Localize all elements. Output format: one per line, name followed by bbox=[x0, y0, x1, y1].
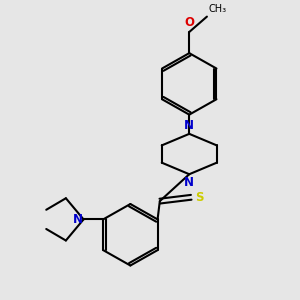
Text: N: N bbox=[184, 119, 194, 132]
Text: N: N bbox=[73, 213, 82, 226]
Text: O: O bbox=[184, 16, 194, 29]
Text: S: S bbox=[195, 191, 204, 204]
Text: N: N bbox=[184, 176, 194, 189]
Text: CH₃: CH₃ bbox=[209, 4, 227, 14]
